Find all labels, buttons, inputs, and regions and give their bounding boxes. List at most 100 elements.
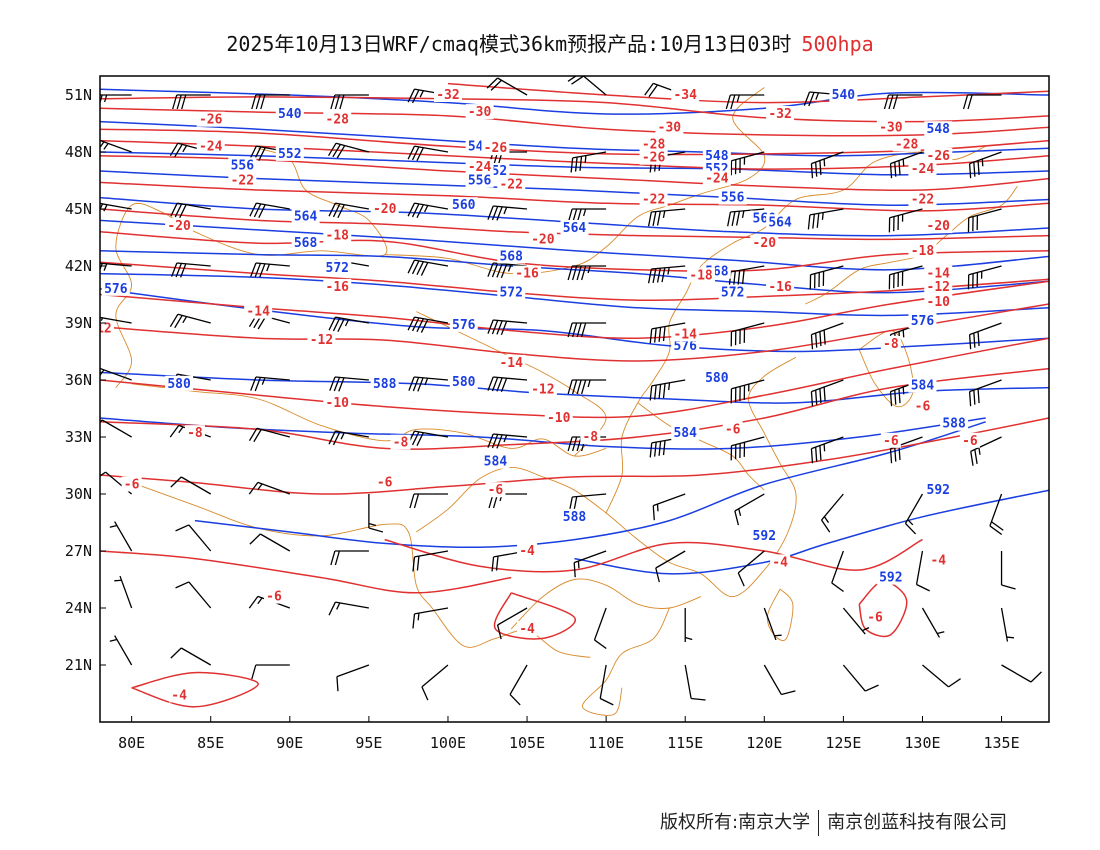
temperature-contour bbox=[447, 82, 1049, 104]
wind-barb-feather bbox=[973, 162, 976, 177]
temperature-contour-label: -6 bbox=[883, 434, 899, 449]
wind-barb-feather bbox=[810, 448, 814, 464]
wind-barb bbox=[100, 139, 132, 153]
wind-barb-feather bbox=[170, 647, 182, 659]
wind-barb-feather bbox=[509, 693, 521, 706]
wind-barb-staff bbox=[763, 607, 777, 641]
wind-barb-feather bbox=[819, 331, 822, 347]
height-contour-label: 576 bbox=[104, 282, 128, 297]
wind-barb-feather bbox=[883, 94, 890, 110]
temperature-contour-layer bbox=[100, 82, 1049, 708]
wind-barb bbox=[968, 151, 1002, 179]
temperature-contour-label: -26 bbox=[484, 141, 508, 156]
x-tick-label: 85E bbox=[197, 734, 224, 752]
wind-barb-feather bbox=[496, 624, 502, 640]
temperature-contour-label: -14 bbox=[246, 305, 270, 320]
wind-barb-half-feather bbox=[424, 377, 429, 386]
wind-barb-feather bbox=[654, 328, 657, 343]
wind-barb-feather bbox=[661, 267, 666, 283]
wind-barb bbox=[496, 607, 528, 640]
wind-barb-feather bbox=[573, 496, 578, 511]
temperature-contour-label-bg bbox=[465, 159, 494, 175]
wind-barb bbox=[727, 208, 765, 227]
wind-barb-feather bbox=[973, 390, 976, 405]
wind-barb-staff bbox=[177, 202, 211, 210]
height-contour-label-bg bbox=[323, 259, 352, 275]
wind-barb-staff bbox=[188, 524, 212, 552]
wind-barb-feather bbox=[803, 91, 811, 106]
height-contour bbox=[100, 250, 1049, 294]
temperature-contour-label: -4 bbox=[519, 544, 535, 559]
wind-barb-feather bbox=[249, 533, 261, 545]
temperature-contour-label: -6 bbox=[867, 611, 883, 626]
wind-barb-feather bbox=[691, 697, 706, 701]
wind-barb-staff bbox=[811, 322, 844, 336]
wind-barb-half-feather bbox=[978, 447, 981, 455]
wind-barb-feather bbox=[420, 262, 429, 276]
height-contour-label: 540 bbox=[832, 88, 856, 103]
wind-barb bbox=[1000, 607, 1014, 642]
height-contour-label: 564 bbox=[563, 221, 587, 236]
wind-barb-feather bbox=[407, 259, 416, 274]
temperature-contour-label: -30 bbox=[658, 120, 682, 135]
temperature-contour-label: -22 bbox=[499, 177, 522, 192]
boundary-line bbox=[605, 145, 986, 514]
height-contour-label-bg bbox=[702, 370, 731, 386]
temperature-contour bbox=[100, 417, 1049, 495]
temperature-contour-label-bg bbox=[228, 172, 257, 188]
wind-barb-feather bbox=[889, 391, 893, 407]
height-contour-label: 564 bbox=[294, 210, 318, 225]
wind-barb-staff bbox=[989, 493, 1003, 527]
wind-barb-feather bbox=[248, 595, 259, 609]
wind-barb-feather bbox=[904, 522, 917, 535]
wind-barb-feather bbox=[662, 383, 666, 399]
wind-barb-feather bbox=[1030, 671, 1042, 683]
x-tick-label: 80E bbox=[118, 734, 145, 752]
temperature-contour-label-bg bbox=[165, 218, 194, 234]
wind-barb-feather bbox=[491, 320, 499, 335]
wind-barb bbox=[968, 322, 1002, 350]
wind-barb-feather bbox=[486, 77, 499, 89]
wind-barb-staff bbox=[257, 481, 291, 495]
wind-barb-feather bbox=[573, 562, 576, 578]
wind-barb bbox=[330, 550, 369, 566]
wind-barb bbox=[170, 476, 212, 495]
wind-barb-feather bbox=[652, 505, 655, 521]
temperature-contour-label-bg bbox=[876, 119, 905, 135]
height-contour bbox=[100, 371, 1049, 404]
temperature-contour-label-bg bbox=[497, 176, 526, 192]
wind-barb-feather bbox=[327, 142, 337, 157]
wind-barb-staff bbox=[100, 139, 132, 153]
title-text: 2025年10月13日WRF/cmaq模式36km预报产品:10月13日03时 bbox=[226, 32, 792, 56]
height-contour-label: 584 bbox=[673, 426, 697, 441]
height-contour-label-bg bbox=[924, 482, 953, 498]
wind-barb bbox=[989, 493, 1004, 536]
height-contour-label-bg bbox=[671, 337, 700, 353]
height-contour-label-bg bbox=[718, 284, 747, 300]
wind-barb-feather bbox=[567, 436, 573, 452]
wind-barb bbox=[248, 481, 291, 495]
temperature-contour-label: -4 bbox=[772, 555, 788, 570]
wind-barb-staff bbox=[731, 436, 765, 447]
temperature-contour-label-bg bbox=[671, 326, 700, 342]
wind-barb-feather bbox=[816, 213, 820, 228]
wind-barb bbox=[109, 635, 133, 666]
height-contour-label-bg bbox=[702, 147, 731, 163]
temperature-contour-label: -6 bbox=[124, 478, 140, 493]
wind-barb-half-feather bbox=[344, 319, 350, 327]
wind-barb bbox=[249, 202, 290, 219]
wind-barb-feather bbox=[408, 376, 415, 391]
y-tick-label: 21N bbox=[65, 656, 92, 674]
wind-barb bbox=[570, 151, 607, 173]
wind-barb-feather bbox=[169, 424, 180, 438]
wind-barb bbox=[409, 493, 448, 509]
wind-barb-feather bbox=[328, 601, 336, 616]
wind-barb-feather bbox=[730, 94, 736, 110]
wind-barb-feather bbox=[258, 147, 266, 162]
wind-barb-feather bbox=[250, 262, 257, 277]
wind-barb bbox=[170, 647, 212, 666]
height-contour-label-bg bbox=[940, 415, 969, 431]
temperature-contour-label-bg bbox=[766, 278, 795, 294]
wind-barb-feather bbox=[412, 613, 416, 629]
chart-title: 2025年10月13日WRF/cmaq模式36km预报产品:10月13日03时 5… bbox=[0, 28, 1100, 57]
